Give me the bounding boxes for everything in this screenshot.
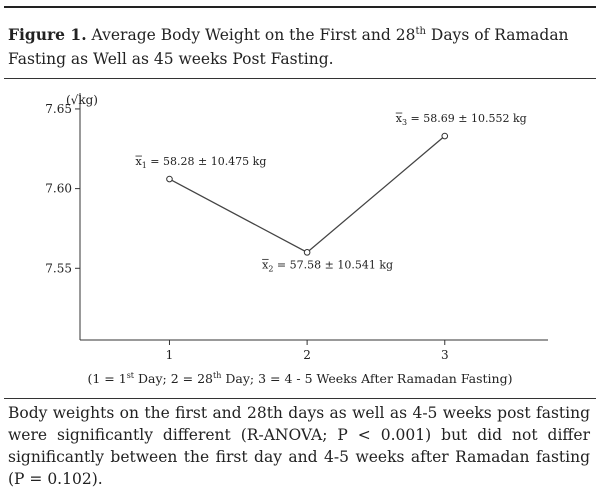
caption-text-continued: Days of Ramadan Fasting as Well as 45 we… [8,26,569,69]
chart-marks [166,132,449,256]
figure-caption: Figure 1. Average Body Weight on the Fir… [8,20,588,71]
y-tick-label: 7.60 [45,182,72,196]
chart-labels: x1 = 58.28 ± 10.475 kg x2 = 57.58 ± 10.54… [135,112,527,273]
line-chart: (√kg) 7.55 7.60 7.65 1 2 3 x1 = 58.28 ± 10.475… [45,93,548,362]
x-axis-note: (1 = 1st Day; 2 = 28th Day; 3 = 4 - 5 We… [0,371,600,386]
data-label: x3 = 58.69 ± 10.552 kg [395,112,527,127]
chart-axes: (√kg) 7.55 7.60 7.65 1 2 3 [45,93,548,362]
x-tick-label: 3 [441,348,449,362]
y-tick-label: 7.65 [45,102,72,116]
x-axis-note-part1: (1 = 1 [87,371,127,387]
x-axis-note-part3: Day; 3 = 4 - 5 Weeks After Ramadan Fasti… [221,371,513,387]
data-label: x1 = 58.28 ± 10.475 kg [135,155,266,170]
caption-text: Average Body Weight on the First and 28 [91,26,416,45]
y-tick-label: 7.55 [45,261,72,275]
note-rule [4,398,596,399]
data-point [303,249,311,256]
x-tick-label: 2 [303,348,311,362]
figure-note: Body weights on the first and 28th days … [8,404,590,488]
x-tick-label: 1 [166,348,174,362]
top-rule [4,6,596,8]
caption-superscript: th [415,26,426,37]
data-label: x2 = 57.58 ± 10.541 kg [262,258,393,273]
data-point [441,132,449,140]
caption-rule [4,78,596,79]
data-label-text: x1 = 58.28 ± 10.475 kg [135,155,266,170]
data-label-text: x2 = 57.58 ± 10.541 kg [262,258,393,273]
data-label-text: x3 = 58.69 ± 10.552 kg [396,112,527,127]
figure-label: Figure 1. [8,25,87,45]
x-axis-note-sup2: th [213,371,222,380]
x-axis-note-part2: Day; 2 = 28 [134,371,214,387]
series-line [169,135,446,254]
data-point [166,175,173,183]
x-axis-note-sup1: st [126,371,135,380]
y-axis-label: (√kg) [66,93,98,107]
